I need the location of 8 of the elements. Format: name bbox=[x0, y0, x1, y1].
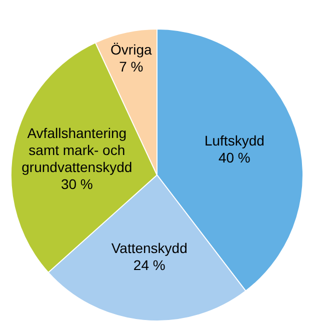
slice-label: Vattenskydd bbox=[111, 240, 188, 256]
data-label: 7 % bbox=[119, 58, 144, 75]
slice-label: Luftskydd bbox=[204, 132, 264, 148]
data-label: 24 % bbox=[133, 256, 166, 273]
data-label: 30 % bbox=[60, 176, 93, 192]
data-label: 40 % bbox=[218, 149, 250, 166]
slice-label: Avfallshantering samt mark- och grundvattenskydd bbox=[22, 125, 132, 176]
slice-label: Övriga bbox=[110, 42, 152, 58]
